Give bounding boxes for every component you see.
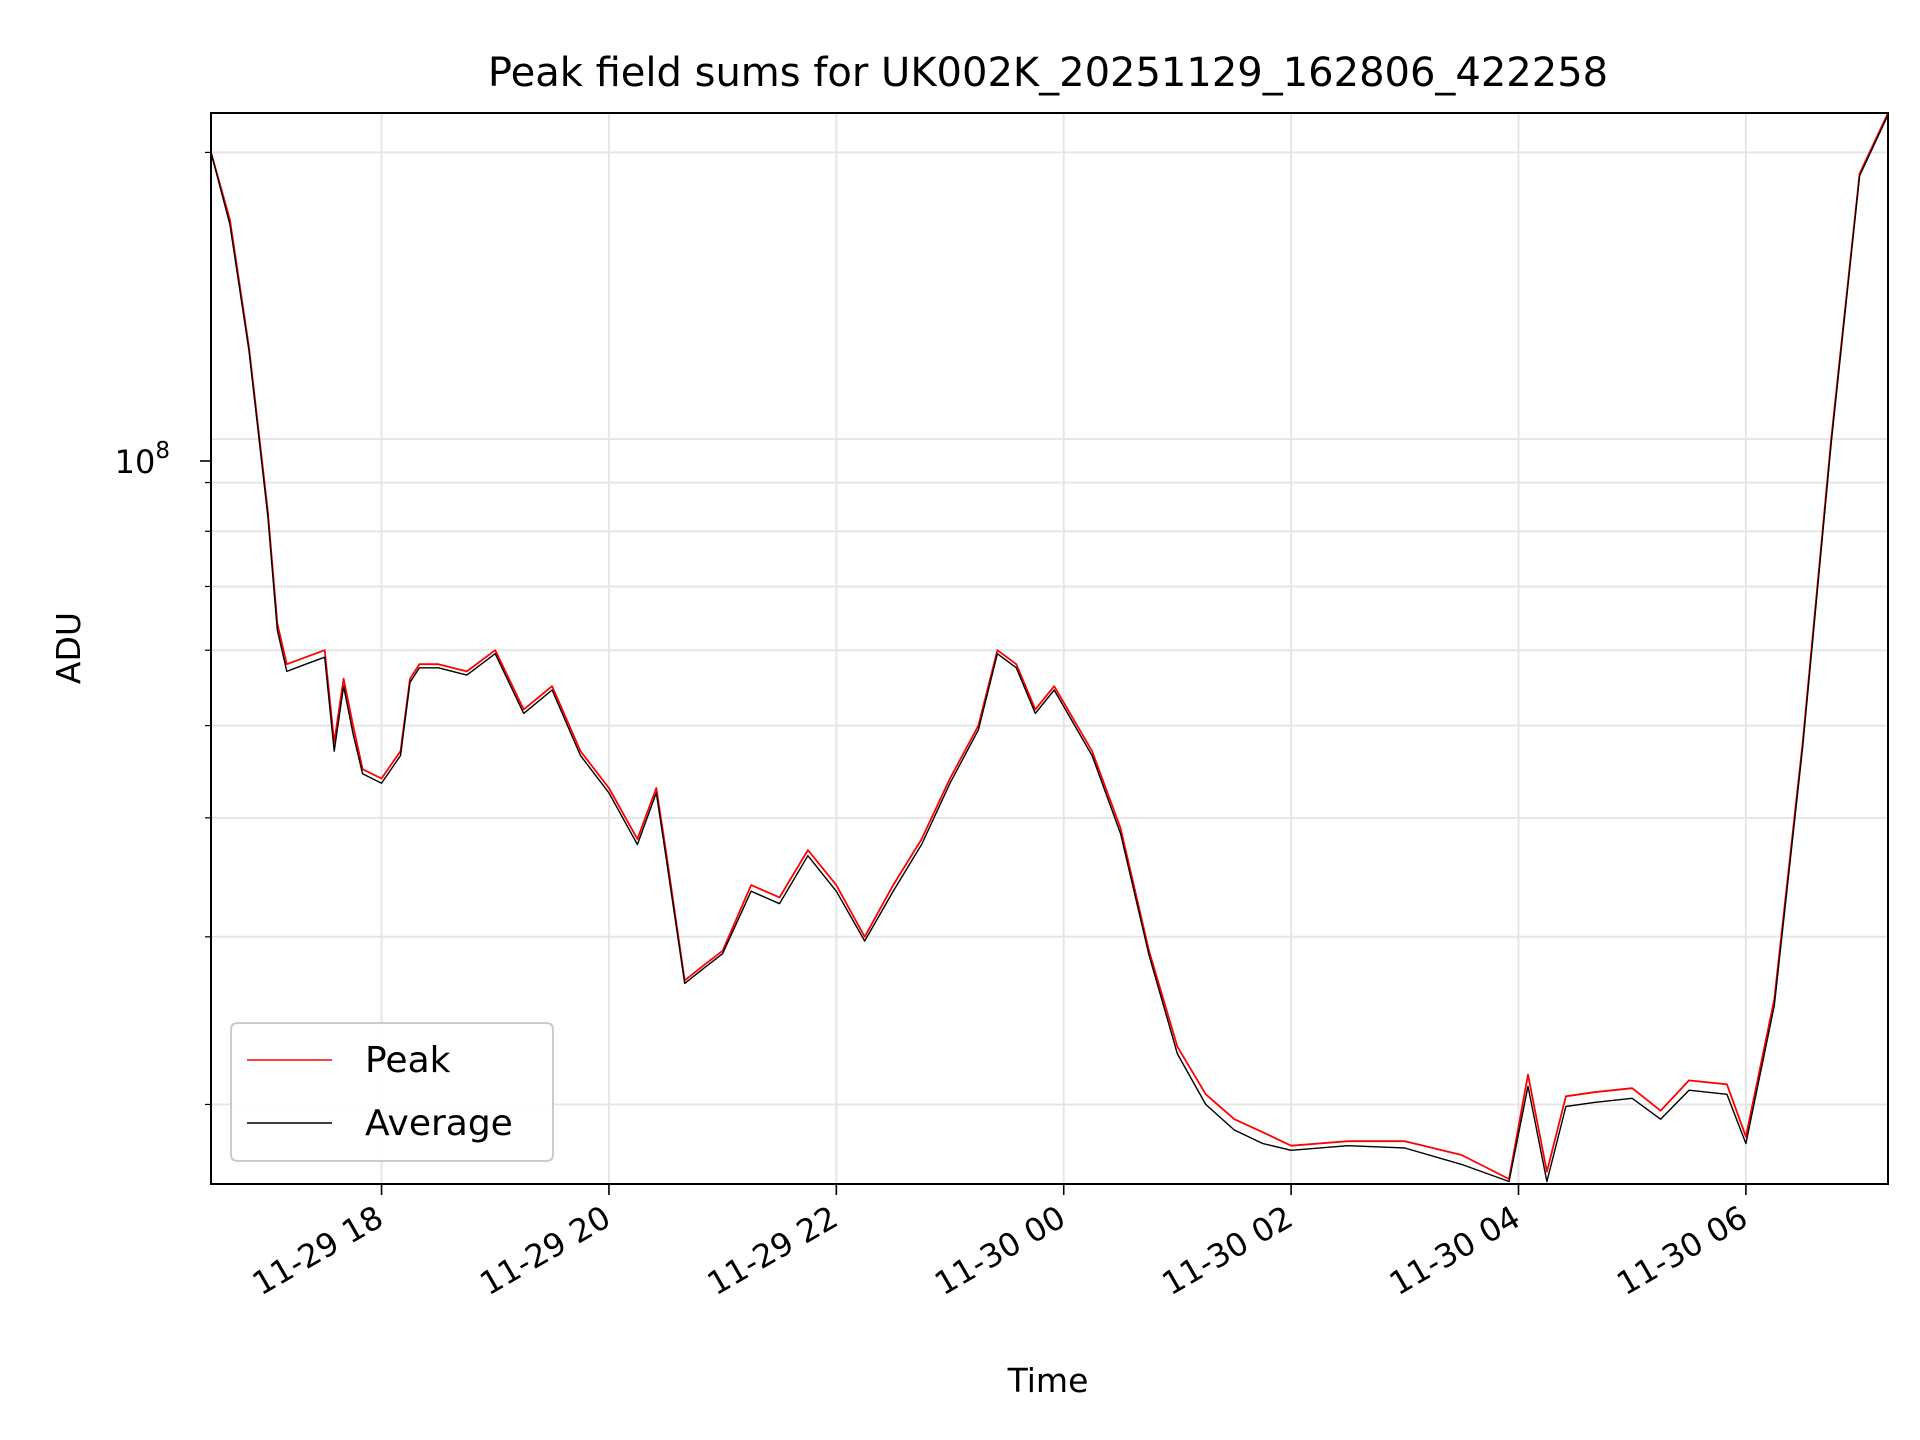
series-line-peak: [210, 112, 1889, 1180]
y-tick-exponent: 8: [155, 438, 170, 464]
series-line-average: [210, 114, 1889, 1183]
y-axis-ticks: 108: [115, 151, 211, 1106]
x-axis-label: Time: [1007, 1361, 1089, 1400]
plot-frame: [210, 112, 1889, 1185]
legend: Peak Average: [230, 1022, 554, 1162]
grid: [211, 113, 1888, 1184]
legend-label-peak: Peak: [365, 1040, 451, 1081]
y-axis-label: ADU: [49, 612, 88, 684]
y-tick-label: 108: [115, 438, 170, 481]
chart-title: Peak field sums for UK002K_20251129_1628…: [488, 50, 1608, 96]
legend-box: [230, 1022, 554, 1162]
series-lines: [210, 112, 1889, 1183]
legend-label-average: Average: [365, 1103, 513, 1144]
y-tick-base: 10: [115, 443, 156, 481]
